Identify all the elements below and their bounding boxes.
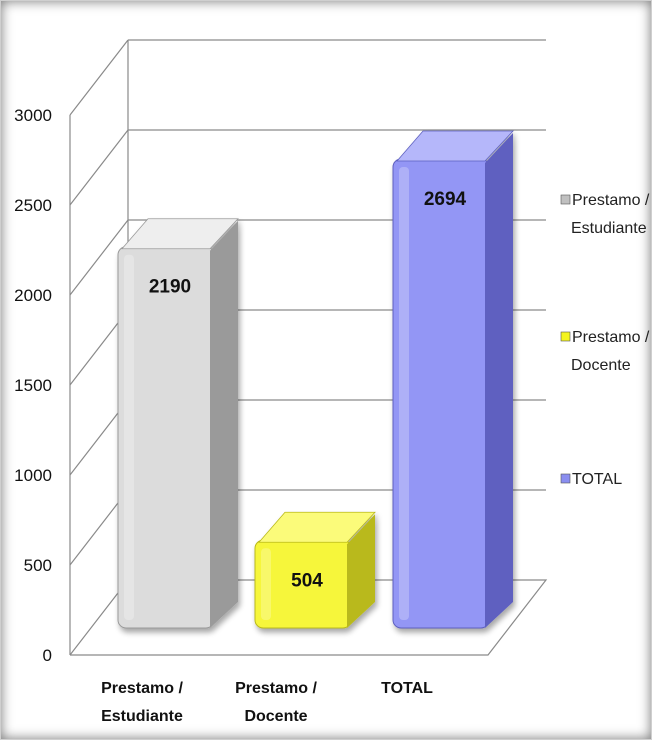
legend-label: Prestamo / <box>572 192 650 209</box>
data-label: 2694 <box>424 189 467 210</box>
y-tick-label: 500 <box>24 556 52 575</box>
floor-outline <box>69 579 548 656</box>
bar-top <box>396 130 514 162</box>
bar-side <box>485 133 513 628</box>
legend-swatch <box>560 194 571 205</box>
left-wall-gridline <box>69 39 129 116</box>
bar-side <box>210 220 238 629</box>
bar-side <box>347 514 375 628</box>
data-label: 2190 <box>149 277 191 298</box>
legend-swatch <box>560 473 571 484</box>
left-wall-gridline <box>69 219 129 296</box>
bar-highlight <box>124 254 134 621</box>
category-label: Docente <box>244 708 307 725</box>
legend-label: Estudiante <box>571 220 647 237</box>
bars: 2190 504 2694 <box>117 130 514 629</box>
bar-top <box>258 511 376 543</box>
legend-swatch <box>560 331 571 342</box>
y-tick-label: 1000 <box>14 466 52 485</box>
category-label: TOTAL <box>381 680 433 697</box>
x-axis-categories: Prestamo / Estudiante Prestamo / Docente TOT… <box>101 680 433 725</box>
category-label: Prestamo / <box>235 680 317 697</box>
y-tick-label: 2000 <box>14 286 52 305</box>
legend: Prestamo / Estudiante Prestamo / Docente TOT… <box>560 192 650 488</box>
category-label: Prestamo / <box>101 680 183 697</box>
data-label: 504 <box>291 570 323 591</box>
bar <box>392 130 514 629</box>
bar-top <box>121 218 239 250</box>
category-label: Estudiante <box>101 708 183 725</box>
legend-label: TOTAL <box>572 471 622 488</box>
bar-highlight <box>399 167 409 620</box>
y-tick-label: 1500 <box>14 376 52 395</box>
bar-highlight <box>261 548 271 620</box>
y-axis: 0 500 1000 1500 2000 2500 3000 <box>14 106 52 665</box>
y-tick-label: 2500 <box>14 196 52 215</box>
bar <box>117 218 239 629</box>
left-wall-gridline <box>69 129 129 206</box>
y-tick-label: 0 <box>43 646 52 665</box>
y-tick-label: 3000 <box>14 106 52 125</box>
legend-label: Prestamo / <box>572 329 650 346</box>
bar <box>254 511 376 629</box>
legend-label: Docente <box>571 357 631 374</box>
